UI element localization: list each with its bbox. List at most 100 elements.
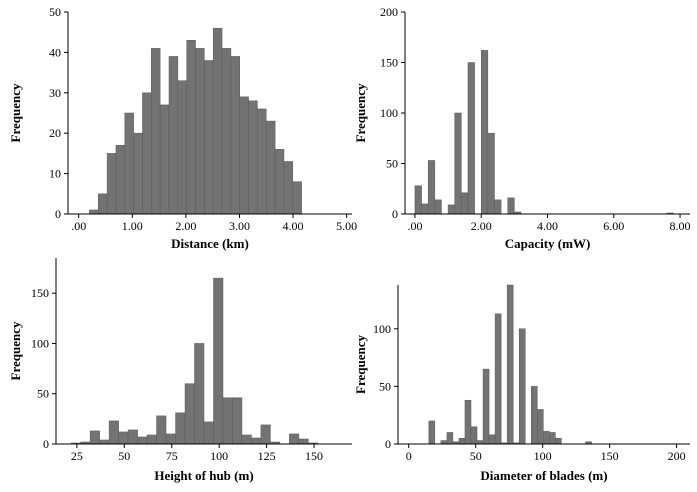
blade-diameter-bar <box>458 437 466 445</box>
blade-diameter-bar <box>531 386 538 445</box>
capacity-bar <box>461 192 469 215</box>
hub-height-y-tick-label: 0 <box>43 437 49 451</box>
distance-y-tick-label: 20 <box>49 126 61 140</box>
hub-height-bar <box>232 397 243 445</box>
hub-height-x-tick-label: 50 <box>118 449 130 463</box>
blade-diameter-x-tick-label: 0 <box>406 449 412 463</box>
distance-y-tick-label: 10 <box>49 167 61 181</box>
distance-bar <box>274 149 285 215</box>
capacity-bar <box>447 204 455 215</box>
distance-bar <box>142 92 152 215</box>
blade-diameter-bar <box>464 399 472 445</box>
capacity-x-tick-label: .00 <box>407 219 422 233</box>
capacity-bar <box>434 199 442 215</box>
distance-bar <box>89 209 99 215</box>
blade-diameter-y-tick-label: 0 <box>385 437 391 451</box>
distance-bar <box>239 96 249 215</box>
hub-height-bar <box>165 433 176 445</box>
hub-height-bar <box>260 424 271 445</box>
blade-diameter-bar <box>549 432 556 445</box>
distance-bar <box>186 40 196 215</box>
capacity-bar <box>414 185 422 215</box>
distance-bar <box>204 60 214 215</box>
blade-diameter-bar <box>470 426 478 445</box>
blade-diameter-bar <box>494 313 502 445</box>
hub-height-x-tick-label: 150 <box>305 449 323 463</box>
hub-height-bar <box>137 436 148 445</box>
capacity-bar <box>427 160 436 215</box>
distance-bar <box>168 56 179 215</box>
blade-diameter-bar <box>428 420 436 445</box>
distance-bar <box>230 56 240 215</box>
capacity-y-tick-label: 50 <box>386 157 398 171</box>
hub-height-bar <box>289 433 300 445</box>
hub-height-bar <box>156 415 167 445</box>
capacity-bar <box>507 197 515 215</box>
distance-bar <box>133 132 143 215</box>
capacity-y-axis-title: Frequency <box>353 83 368 142</box>
capacity-bar <box>421 203 429 215</box>
distance-bar <box>106 153 117 215</box>
hub-height-bar <box>251 437 262 445</box>
blade-diameter-bar <box>488 434 496 445</box>
hub-height-bar <box>89 430 100 445</box>
hub-height-y-axis-title: Frequency <box>8 321 23 380</box>
distance-bar <box>115 145 126 215</box>
hub-height-bar <box>175 412 186 445</box>
blade-diameter-y-tick-label: 100 <box>373 322 391 336</box>
blade-diameter-bar <box>537 409 544 445</box>
distance-bar <box>283 161 294 215</box>
blade-diameter-bar <box>506 284 514 445</box>
distance-y-tick-label: 0 <box>55 207 61 221</box>
distance-y-tick-label: 30 <box>49 86 61 100</box>
distance-bar <box>292 181 302 215</box>
capacity-x-tick-label: 6.00 <box>603 219 624 233</box>
capacity-bar <box>454 112 462 215</box>
distance-bar <box>159 104 170 215</box>
distance-bar <box>124 112 134 215</box>
distance-x-tick-label: 2.00 <box>175 219 196 233</box>
hub-height-bar <box>184 383 195 445</box>
capacity-bar <box>494 199 502 215</box>
distance-x-axis-title: Distance (km) <box>171 236 249 251</box>
distance-bar <box>257 108 267 215</box>
hub-height-x-tick-label: 125 <box>258 449 276 463</box>
distance-bar <box>248 100 258 215</box>
capacity-x-axis-title: Capacity (mW) <box>505 236 591 251</box>
blade-diameter-bar <box>446 432 454 445</box>
hub-height-x-tick-label: 75 <box>166 449 178 463</box>
distance-bar <box>221 48 232 215</box>
distance-bar <box>266 120 276 215</box>
hub-height-y-tick-label: 100 <box>31 336 49 350</box>
capacity-x-tick-label: 4.00 <box>537 219 558 233</box>
hub-height-bar <box>127 429 138 445</box>
hub-height-x-tick-label: 25 <box>71 449 83 463</box>
capacity-bar <box>487 132 495 215</box>
blade-diameter-x-tick-label: 150 <box>601 449 619 463</box>
distance-bar <box>151 48 161 215</box>
hub-height-x-tick-label: 100 <box>210 449 228 463</box>
hub-height-bar <box>203 421 214 445</box>
hub-height-bar <box>146 434 157 445</box>
blade-diameter-x-tick-label: 100 <box>534 449 552 463</box>
hub-height-y-tick-label: 50 <box>37 387 49 401</box>
hub-height-y-tick-label: 150 <box>31 286 49 300</box>
distance-y-axis-title: Frequency <box>8 83 23 142</box>
capacity-y-tick-label: 100 <box>380 106 398 120</box>
hub-height-bar <box>222 397 233 445</box>
distance-x-tick-label: 5.00 <box>336 219 357 233</box>
capacity-bar <box>480 50 489 215</box>
blade-diameter-bar <box>555 437 562 445</box>
distance-bar <box>177 80 187 215</box>
hub-height-bar <box>99 439 110 445</box>
blade-diameter-bar <box>440 440 448 445</box>
blade-diameter-x-tick-label: 200 <box>668 449 686 463</box>
hub-height-bar <box>213 277 224 445</box>
distance-y-tick-label: 40 <box>49 45 61 59</box>
distance-bar <box>195 48 205 215</box>
blade-diameter-bar <box>543 431 550 445</box>
blade-diameter-y-tick-label: 50 <box>379 379 391 393</box>
hub-height-bar <box>108 420 119 445</box>
distance-bar <box>212 27 223 215</box>
